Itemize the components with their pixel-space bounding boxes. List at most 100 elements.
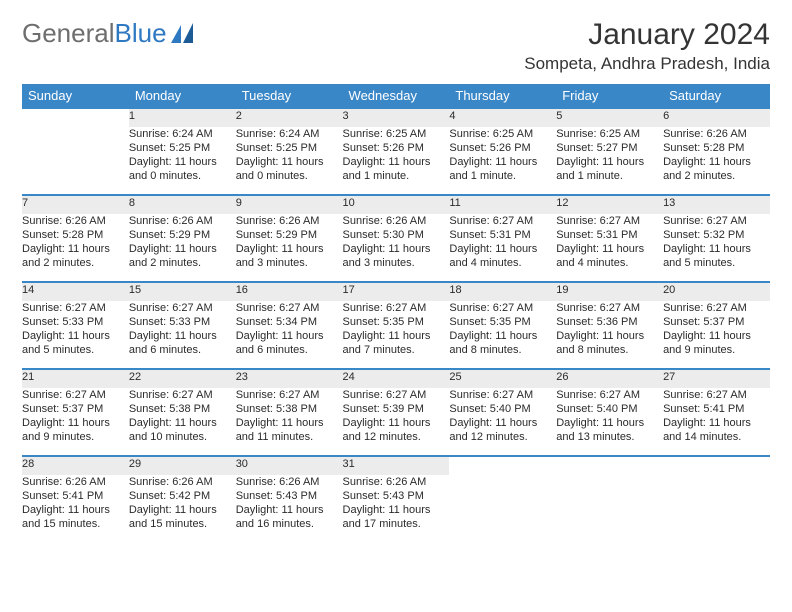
daylight-text: Daylight: 11 hours and 10 minutes. [129,416,236,444]
day-number: 23 [236,371,248,383]
daylight-text: Daylight: 11 hours and 16 minutes. [236,503,343,531]
day-number: 31 [343,458,355,470]
day-body-cell: Sunrise: 6:25 AMSunset: 5:27 PMDaylight:… [556,127,663,195]
day-body-cell: Sunrise: 6:26 AMSunset: 5:42 PMDaylight:… [129,475,236,543]
sunset-text: Sunset: 5:26 PM [449,141,556,155]
day-body-row: Sunrise: 6:24 AMSunset: 5:25 PMDaylight:… [22,127,770,195]
day-number: 4 [449,110,455,122]
daynum-row: 123456 [22,108,770,127]
day-body-cell: Sunrise: 6:27 AMSunset: 5:33 PMDaylight:… [129,301,236,369]
day-body-cell: Sunrise: 6:27 AMSunset: 5:40 PMDaylight:… [556,388,663,456]
sunrise-text: Sunrise: 6:27 AM [449,301,556,315]
day-body-cell: Sunrise: 6:25 AMSunset: 5:26 PMDaylight:… [343,127,450,195]
day-body-cell: Sunrise: 6:27 AMSunset: 5:37 PMDaylight:… [22,388,129,456]
daylight-text: Daylight: 11 hours and 13 minutes. [556,416,663,444]
day-number: 24 [343,371,355,383]
day-body-cell: Sunrise: 6:27 AMSunset: 5:37 PMDaylight:… [663,301,770,369]
daylight-text: Daylight: 11 hours and 2 minutes. [129,242,236,270]
day-number: 17 [343,284,355,296]
sunrise-text: Sunrise: 6:25 AM [449,127,556,141]
day-body-row: Sunrise: 6:27 AMSunset: 5:37 PMDaylight:… [22,388,770,456]
day-number-cell: 25 [449,369,556,388]
day-body-cell: Sunrise: 6:27 AMSunset: 5:39 PMDaylight:… [343,388,450,456]
daylight-text: Daylight: 11 hours and 5 minutes. [663,242,770,270]
day-number-cell: 6 [663,108,770,127]
daylight-text: Daylight: 11 hours and 4 minutes. [449,242,556,270]
day-number-cell: 18 [449,282,556,301]
daylight-text: Daylight: 11 hours and 1 minute. [343,155,450,183]
title-block: January 2024 Sompeta, Andhra Pradesh, In… [524,18,770,74]
day-number-cell: 22 [129,369,236,388]
day-body-cell [449,475,556,543]
sunrise-text: Sunrise: 6:26 AM [129,214,236,228]
daynum-row: 78910111213 [22,195,770,214]
sunrise-text: Sunrise: 6:26 AM [236,214,343,228]
day-body-cell: Sunrise: 6:26 AMSunset: 5:43 PMDaylight:… [236,475,343,543]
sunrise-text: Sunrise: 6:26 AM [22,475,129,489]
sunrise-text: Sunrise: 6:27 AM [449,214,556,228]
sunset-text: Sunset: 5:32 PM [663,228,770,242]
sunset-text: Sunset: 5:27 PM [556,141,663,155]
daylight-text: Daylight: 11 hours and 8 minutes. [556,329,663,357]
daylight-text: Daylight: 11 hours and 0 minutes. [129,155,236,183]
sunset-text: Sunset: 5:31 PM [556,228,663,242]
sunset-text: Sunset: 5:28 PM [22,228,129,242]
day-number-cell: 20 [663,282,770,301]
day-number-cell: 12 [556,195,663,214]
day-body-cell: Sunrise: 6:24 AMSunset: 5:25 PMDaylight:… [129,127,236,195]
day-number-cell: 2 [236,108,343,127]
day-number: 11 [449,197,460,209]
day-body-cell: Sunrise: 6:27 AMSunset: 5:35 PMDaylight:… [449,301,556,369]
day-body-row: Sunrise: 6:26 AMSunset: 5:28 PMDaylight:… [22,214,770,282]
sunset-text: Sunset: 5:40 PM [556,402,663,416]
sunrise-text: Sunrise: 6:24 AM [236,127,343,141]
sunset-text: Sunset: 5:26 PM [343,141,450,155]
day-number: 13 [663,197,675,209]
sunrise-text: Sunrise: 6:27 AM [556,301,663,315]
day-number: 1 [129,110,135,122]
daylight-text: Daylight: 11 hours and 2 minutes. [22,242,129,270]
calendar-table: Sunday Monday Tuesday Wednesday Thursday… [22,84,770,543]
day-number: 21 [22,371,34,383]
day-number: 25 [449,371,461,383]
sunset-text: Sunset: 5:42 PM [129,489,236,503]
sunrise-text: Sunrise: 6:27 AM [343,388,450,402]
day-body-row: Sunrise: 6:26 AMSunset: 5:41 PMDaylight:… [22,475,770,543]
logo: GeneralBlue [22,18,199,49]
weekday-header: Thursday [449,84,556,108]
sunrise-text: Sunrise: 6:27 AM [663,301,770,315]
sunset-text: Sunset: 5:43 PM [343,489,450,503]
sunset-text: Sunset: 5:28 PM [663,141,770,155]
day-number: 27 [663,371,675,383]
daylight-text: Daylight: 11 hours and 12 minutes. [343,416,450,444]
day-number-cell: 23 [236,369,343,388]
daylight-text: Daylight: 11 hours and 9 minutes. [22,416,129,444]
day-number: 6 [663,110,669,122]
sunset-text: Sunset: 5:29 PM [129,228,236,242]
day-number: 8 [129,197,135,209]
day-number-cell: 11 [449,195,556,214]
day-number-cell: 14 [22,282,129,301]
day-number-cell: 21 [22,369,129,388]
sunset-text: Sunset: 5:40 PM [449,402,556,416]
daylight-text: Daylight: 11 hours and 7 minutes. [343,329,450,357]
sunset-text: Sunset: 5:30 PM [343,228,450,242]
day-body-cell: Sunrise: 6:27 AMSunset: 5:33 PMDaylight:… [22,301,129,369]
sunrise-text: Sunrise: 6:27 AM [449,388,556,402]
day-number: 26 [556,371,568,383]
sunrise-text: Sunrise: 6:27 AM [663,388,770,402]
day-number-cell: 3 [343,108,450,127]
day-body-cell: Sunrise: 6:27 AMSunset: 5:38 PMDaylight:… [236,388,343,456]
day-number-cell: 16 [236,282,343,301]
day-body-cell: Sunrise: 6:26 AMSunset: 5:30 PMDaylight:… [343,214,450,282]
sunset-text: Sunset: 5:39 PM [343,402,450,416]
day-body-cell: Sunrise: 6:27 AMSunset: 5:32 PMDaylight:… [663,214,770,282]
daylight-text: Daylight: 11 hours and 17 minutes. [343,503,450,531]
day-number-cell: 19 [556,282,663,301]
sunrise-text: Sunrise: 6:26 AM [343,214,450,228]
day-number: 19 [556,284,568,296]
day-body-cell: Sunrise: 6:27 AMSunset: 5:35 PMDaylight:… [343,301,450,369]
logo-text-blue: Blue [115,18,167,49]
day-number: 18 [449,284,461,296]
day-body-cell [22,127,129,195]
